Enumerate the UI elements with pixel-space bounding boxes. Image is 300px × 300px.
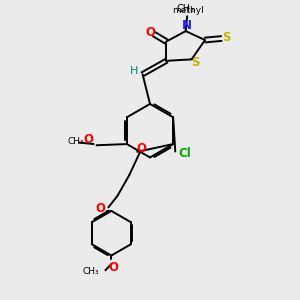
Text: S: S bbox=[222, 32, 231, 44]
Text: N: N bbox=[182, 19, 192, 32]
Text: CH₃: CH₃ bbox=[177, 4, 195, 14]
Text: O: O bbox=[109, 262, 119, 275]
Text: Cl: Cl bbox=[178, 147, 191, 160]
Text: methyl: methyl bbox=[172, 6, 204, 15]
Text: H: H bbox=[130, 66, 138, 76]
Text: CH₃: CH₃ bbox=[68, 137, 84, 146]
Text: O: O bbox=[145, 26, 155, 39]
Text: O: O bbox=[95, 202, 105, 215]
Text: S: S bbox=[191, 56, 200, 69]
Text: O: O bbox=[84, 133, 94, 146]
Text: CH₃: CH₃ bbox=[83, 267, 100, 276]
Text: O: O bbox=[136, 142, 146, 155]
